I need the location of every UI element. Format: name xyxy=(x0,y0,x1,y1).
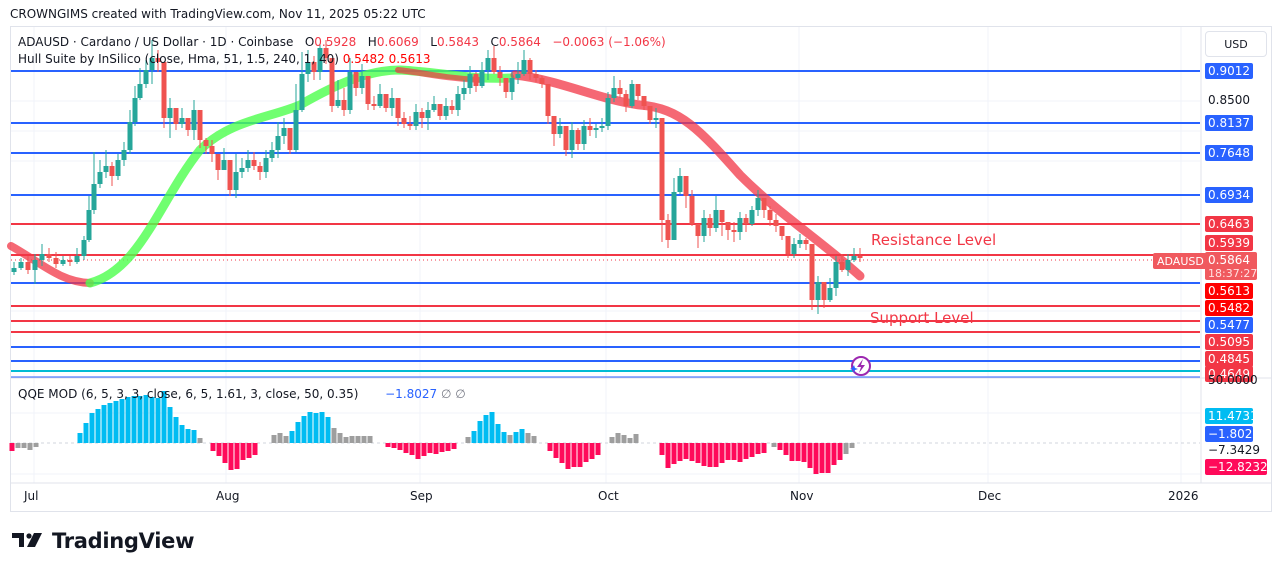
qqe-value: −1.8027 xyxy=(385,387,438,401)
ohlc-low: 0.5843 xyxy=(436,35,479,49)
tradingview-logo-text: TradingView xyxy=(52,529,195,553)
price-tick: 0.8500 xyxy=(1208,93,1250,107)
ohlc-close: 0.5864 xyxy=(498,35,541,49)
attribution-text: CROWNGIMS created with TradingView.com, … xyxy=(10,7,426,21)
price-label: 0.5939 xyxy=(1205,235,1253,251)
time-tick: Oct xyxy=(598,489,619,503)
ohlc-close-label: C xyxy=(490,35,499,49)
chart-frame[interactable] xyxy=(10,26,1272,512)
qqe-na-2: ∅ xyxy=(455,387,466,401)
price-label: 0.5613 xyxy=(1205,283,1253,299)
grid xyxy=(11,27,1200,483)
qqe-na-1: ∅ xyxy=(441,387,452,401)
last-price-label: 0.5864 18:37:27 xyxy=(1205,252,1257,280)
time-tick: 2026 xyxy=(1168,489,1199,503)
qqe-legend[interactable]: QQE MOD (6, 5, 3, 3, close, 6, 5, 1.61, … xyxy=(18,387,466,401)
ohlc-high: 0.6069 xyxy=(376,35,419,49)
ohlc-change: −0.0063 (−1.06%) xyxy=(552,35,666,49)
hull-suite-legend[interactable]: Hull Suite by InSilico (close, Hma, 51, … xyxy=(18,52,431,66)
price-label: 0.8137 xyxy=(1205,115,1253,131)
resistance-level-label: Resistance Level xyxy=(871,231,997,249)
hull-suite-value-2: 0.5613 xyxy=(388,52,431,66)
price-label: 11.4731 xyxy=(1205,408,1258,424)
price-label: 0.6934 xyxy=(1205,187,1253,203)
price-label: 0.7648 xyxy=(1205,145,1253,161)
price-label: 0.9012 xyxy=(1205,63,1253,79)
price-label: 0.4649 xyxy=(1205,366,1253,382)
ohlc-open-label: O xyxy=(304,35,315,49)
price-label: 0.4845 xyxy=(1205,351,1253,367)
support-level-label: Support Level xyxy=(870,309,974,327)
price-label: −1.8027 xyxy=(1205,426,1260,442)
horizontal-levels[interactable] xyxy=(11,70,1200,378)
hull-suite-value-1: 0.5482 xyxy=(342,52,385,66)
hull-suite-band xyxy=(7,65,865,288)
tradingview-branding: TradingView xyxy=(12,529,194,553)
time-tick: Nov xyxy=(790,489,814,503)
qqe-title: QQE MOD (6, 5, 3, 3, close, 6, 5, 1.61, … xyxy=(18,387,359,401)
price-tick: −7.3429 xyxy=(1208,443,1261,457)
currency-selector[interactable]: USD xyxy=(1205,31,1267,57)
last-price-value: 0.5864 xyxy=(1208,252,1250,267)
symbol-legend[interactable]: ADAUSD · Cardano / US Dollar · 1D · Coin… xyxy=(18,35,666,49)
hull-suite-title: Hull Suite by InSilico (close, Hma, 51, … xyxy=(18,52,339,66)
ohlc-high-label: H xyxy=(367,35,377,49)
tradingview-logo-icon xyxy=(12,533,42,547)
price-tick: 50.0000 xyxy=(1208,373,1258,387)
symbol-title: ADAUSD · Cardano / US Dollar · 1D · Coin… xyxy=(18,35,294,49)
symbol-tag: ADAUSD xyxy=(1153,253,1208,269)
countdown-timer: 18:37:27 xyxy=(1208,266,1258,280)
time-tick: Dec xyxy=(978,489,1002,503)
time-tick: Sep xyxy=(410,489,433,503)
time-tick: Jul xyxy=(24,489,39,503)
lightning-icon[interactable] xyxy=(850,356,871,376)
candlesticks xyxy=(11,40,863,314)
price-label: 0.5477 xyxy=(1205,317,1253,333)
ohlc-open: 0.5928 xyxy=(314,35,357,49)
price-label: 0.5095 xyxy=(1205,334,1253,350)
ohlc-low-label: L xyxy=(430,35,437,49)
price-label: 0.6463 xyxy=(1205,216,1253,232)
time-tick: Aug xyxy=(216,489,240,503)
qqe-histogram xyxy=(9,391,855,474)
price-label: −12.8232 xyxy=(1205,459,1268,475)
price-label: 0.5482 xyxy=(1205,300,1253,316)
